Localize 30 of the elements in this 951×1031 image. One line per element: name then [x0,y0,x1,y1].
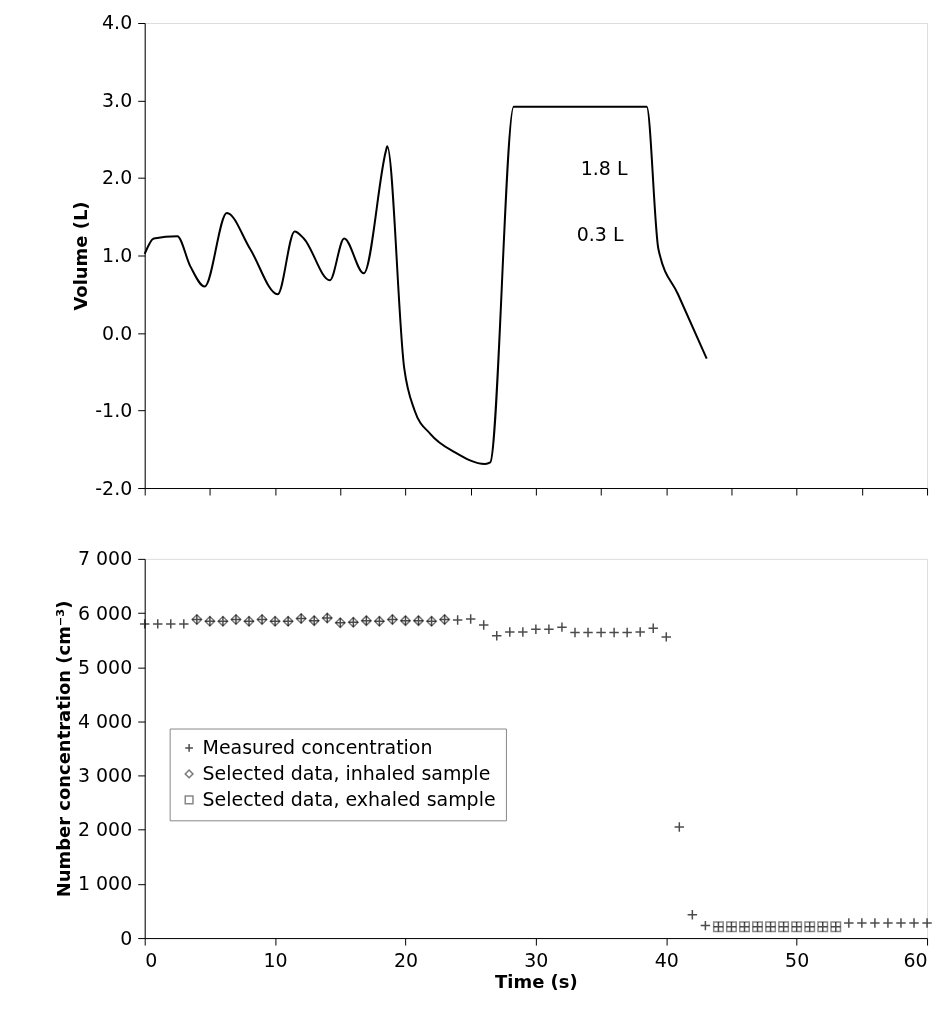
y-tick-label: 5 000 [77,655,133,678]
x-tick-label: 30 [524,948,549,971]
y-tick-label: 0.0 [102,321,133,344]
y-axis-title: Volume (L) [70,201,92,311]
y-tick-label: 1 000 [77,872,133,895]
legend-label: Measured concentration [202,735,433,758]
y-tick-label: 1.0 [102,244,133,266]
y-axis-title: Number concentration (cm⁻³) [52,600,74,898]
x-tick-label: 60 [903,948,928,971]
y-tick-label: 2.0 [102,166,133,189]
y-tick-label: 0 [120,926,133,949]
y-tick-label: 3 000 [77,764,133,787]
x-tick-label: 40 [654,948,679,971]
y-tick-label: 6 000 [77,601,133,624]
y-tick-label: 7 000 [77,547,133,570]
y-tick-label: -2.0 [95,476,133,499]
legend-label: Selected data, exhaled sample [202,787,496,810]
y-tick-label: 2 000 [77,818,133,841]
x-tick-label: 20 [393,948,419,971]
y-tick-label: 4 000 [77,709,133,732]
annotation: 1.8 L [580,156,628,179]
legend-label: Selected data, inhaled sample [202,761,491,784]
x-tick-label: 0 [145,948,158,971]
y-tick-label: 3.0 [102,88,133,111]
y-tick-label: -1.0 [95,399,133,422]
y-tick-label: 4.0 [102,11,133,34]
x-tick-label: 50 [785,948,810,971]
x-tick-label: 10 [263,948,288,971]
x-axis-title: Time (s) [495,971,578,993]
annotation: 0.3 L [576,222,624,245]
